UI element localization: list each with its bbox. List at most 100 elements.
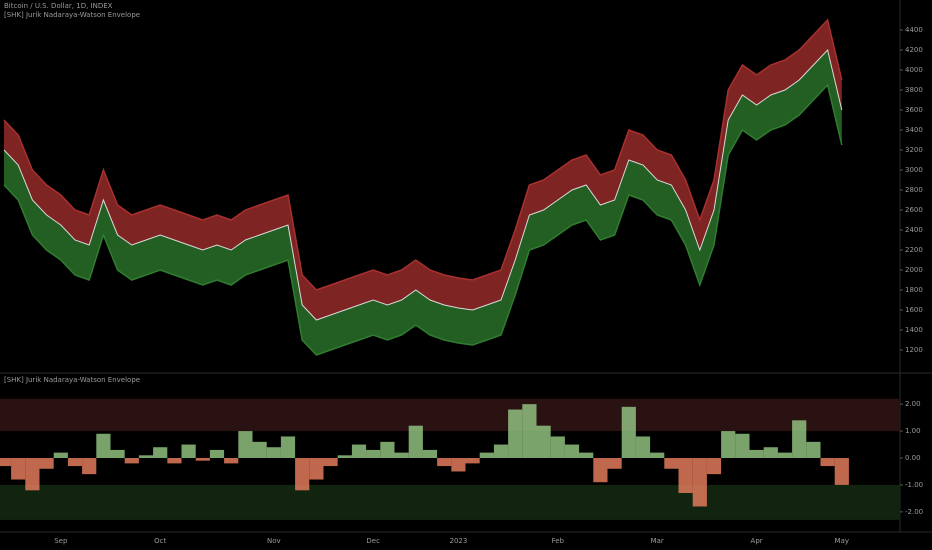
oscillator-bar — [82, 458, 97, 475]
y-tick-label: 3200 — [905, 146, 923, 154]
chart-title: Bitcoin / U.S. Dollar, 1D, INDEX — [4, 2, 113, 10]
y-tick-label: 2600 — [905, 206, 923, 214]
oscillator-bar — [266, 447, 281, 458]
oscillator-bar — [295, 458, 310, 491]
oscillator-bar — [67, 458, 83, 467]
y-tick-label: 4400 — [905, 26, 923, 34]
oscillator-bar — [96, 433, 111, 458]
oscillator-bar — [579, 452, 594, 458]
oscillator-bar — [280, 436, 296, 458]
y-tick-label: -1.00 — [905, 481, 923, 489]
oscillator-bar — [763, 447, 778, 458]
x-tick-label: Oct — [154, 537, 166, 545]
indicator-name: [SHK] Jurik Nadaraya-Watson Envelope — [4, 11, 140, 19]
y-tick-label: 1800 — [905, 286, 923, 294]
y-tick-label: 2000 — [905, 266, 923, 274]
oscillator-bar — [337, 455, 352, 458]
x-tick-label: Sep — [54, 537, 68, 545]
y-tick-label: 2400 — [905, 226, 923, 234]
oscillator-bar — [820, 458, 835, 467]
y-tick-label: 2200 — [905, 246, 923, 254]
oscillator-bar — [522, 404, 537, 458]
oscillator-bar — [380, 441, 395, 458]
oscillator-bar — [721, 431, 736, 458]
oscillator-bar — [735, 433, 750, 458]
y-tick-label: 1.00 — [905, 427, 921, 435]
oscillator-bar — [777, 452, 793, 458]
oscillator-bar — [53, 452, 68, 458]
x-tick-label: Nov — [267, 537, 281, 545]
oscillator-bar — [607, 458, 622, 469]
oscillator-bar — [309, 458, 324, 480]
x-tick-label: Apr — [751, 537, 763, 545]
y-tick-label: 4200 — [905, 46, 923, 54]
oscillator-bar — [664, 458, 679, 469]
x-tick-label: May — [835, 537, 849, 545]
oscillator-bar — [806, 441, 821, 458]
oscillator-bar — [138, 455, 154, 458]
lower-band — [4, 50, 842, 355]
oscillator-bar — [351, 444, 367, 458]
lower-line — [3, 83, 843, 356]
y-tick-label: 1400 — [905, 326, 923, 334]
y-tick-label: 1200 — [905, 346, 923, 354]
x-tick-label: Feb — [552, 537, 565, 545]
oscillator-bar — [209, 449, 225, 458]
oscillator-bar — [0, 458, 12, 467]
oscillator-bar — [124, 458, 139, 464]
y-tick-label: -2.00 — [905, 508, 923, 516]
upper-band — [4, 20, 842, 320]
oscillator-bar — [366, 449, 381, 458]
oscillator-bar — [692, 458, 707, 507]
y-tick-label: 1600 — [905, 306, 923, 314]
price-line — [3, 48, 843, 321]
oscillator-bar — [635, 436, 651, 458]
oscillator-bar — [792, 420, 807, 458]
oscillator-bar — [465, 458, 480, 464]
oscillator-bar — [224, 458, 239, 464]
x-tick-label: Dec — [366, 537, 380, 545]
x-tick-label: 2023 — [449, 537, 467, 545]
oscillator-bar — [153, 447, 168, 458]
y-tick-label: 3800 — [905, 86, 923, 94]
y-tick-label: 2800 — [905, 186, 923, 194]
y-tick-label: 4000 — [905, 66, 923, 74]
oscillator-bar — [834, 458, 849, 485]
zone — [0, 398, 900, 432]
oscillator-bar — [564, 444, 580, 458]
pane-title: [SHK] Jurik Nadaraya-Watson Envelope — [4, 376, 140, 384]
oscillator-bar — [493, 444, 509, 458]
oscillator-bar — [195, 458, 210, 461]
oscillator-bar — [437, 458, 452, 467]
oscillator-bar — [25, 458, 40, 491]
y-tick-label: 3000 — [905, 166, 923, 174]
oscillator-bar — [181, 444, 196, 458]
oscillator-bar — [451, 458, 466, 472]
oscillator-bar — [394, 452, 409, 458]
oscillator-bar — [650, 452, 665, 458]
oscillator-bar — [536, 425, 551, 458]
oscillator-bar — [11, 458, 26, 480]
oscillator-bar — [508, 409, 523, 458]
oscillator-bar — [706, 458, 722, 475]
oscillator-bar — [408, 425, 423, 458]
x-tick-label: Mar — [651, 537, 664, 545]
oscillator-bar — [39, 458, 54, 469]
oscillator-bar — [550, 436, 565, 458]
oscillator-bar — [323, 458, 338, 467]
y-tick-label: 2.00 — [905, 400, 921, 408]
y-tick-label: 3600 — [905, 106, 923, 114]
oscillator-bar — [749, 449, 764, 458]
oscillator-bar — [593, 458, 608, 483]
y-tick-label: 0.00 — [905, 454, 921, 462]
oscillator-bar — [621, 406, 636, 458]
oscillator-bar — [479, 452, 494, 458]
oscillator-bar — [422, 449, 438, 458]
zone — [0, 484, 900, 520]
oscillator-bar — [252, 441, 267, 458]
oscillator-bar — [678, 458, 693, 493]
oscillator-bar — [238, 431, 253, 458]
y-tick-label: 3400 — [905, 126, 923, 134]
